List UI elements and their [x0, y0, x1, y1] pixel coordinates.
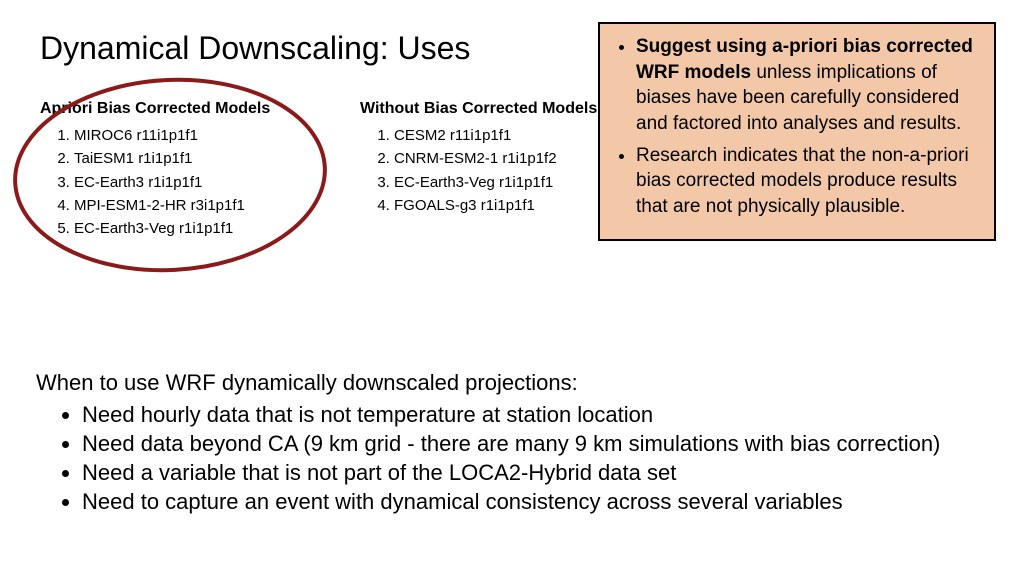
callout-item: Research indicates that the non-a-priori… [636, 143, 980, 220]
right-column-heading: Without Bias Corrected Models [360, 100, 610, 118]
right-column: Without Bias Corrected Models CESM2 r11i… [360, 100, 610, 217]
bottom-lead: When to use WRF dynamically downscaled p… [36, 370, 986, 396]
list-item: EC-Earth3-Veg r1i1p1f1 [74, 217, 330, 240]
left-column-heading: Apriori Bias Corrected Models [40, 100, 330, 118]
list-item: Need to capture an event with dynamical … [82, 487, 986, 516]
callout-list: Suggest using a-priori bias corrected WR… [614, 34, 980, 219]
right-column-list: CESM2 r11i1p1f1 CNRM-ESM2-1 r1i1p1f2 EC-… [360, 124, 610, 217]
page-title: Dynamical Downscaling: Uses [40, 30, 470, 67]
list-item: FGOALS-g3 r1i1p1f1 [394, 194, 610, 217]
bottom-section: When to use WRF dynamically downscaled p… [36, 370, 986, 516]
list-item: CNRM-ESM2-1 r1i1p1f2 [394, 147, 610, 170]
callout-item: Suggest using a-priori bias corrected WR… [636, 34, 980, 137]
bottom-list: Need hourly data that is not temperature… [36, 400, 986, 516]
list-item: CESM2 r11i1p1f1 [394, 124, 610, 147]
slide: Dynamical Downscaling: Uses Apriori Bias… [0, 0, 1024, 576]
list-item: TaiESM1 r1i1p1f1 [74, 147, 330, 170]
list-item: MIROC6 r11i1p1f1 [74, 124, 330, 147]
callout-rest: Research indicates that the non-a-priori… [636, 145, 969, 217]
list-item: MPI-ESM1-2-HR r3i1p1f1 [74, 194, 330, 217]
list-item: Need hourly data that is not temperature… [82, 400, 986, 429]
left-column: Apriori Bias Corrected Models MIROC6 r11… [40, 100, 330, 240]
list-item: Need a variable that is not part of the … [82, 458, 986, 487]
list-item: EC-Earth3-Veg r1i1p1f1 [394, 171, 610, 194]
list-item: Need data beyond CA (9 km grid - there a… [82, 429, 986, 458]
callout-box: Suggest using a-priori bias corrected WR… [598, 22, 996, 241]
left-column-list: MIROC6 r11i1p1f1 TaiESM1 r1i1p1f1 EC-Ear… [40, 124, 330, 240]
list-item: EC-Earth3 r1i1p1f1 [74, 171, 330, 194]
